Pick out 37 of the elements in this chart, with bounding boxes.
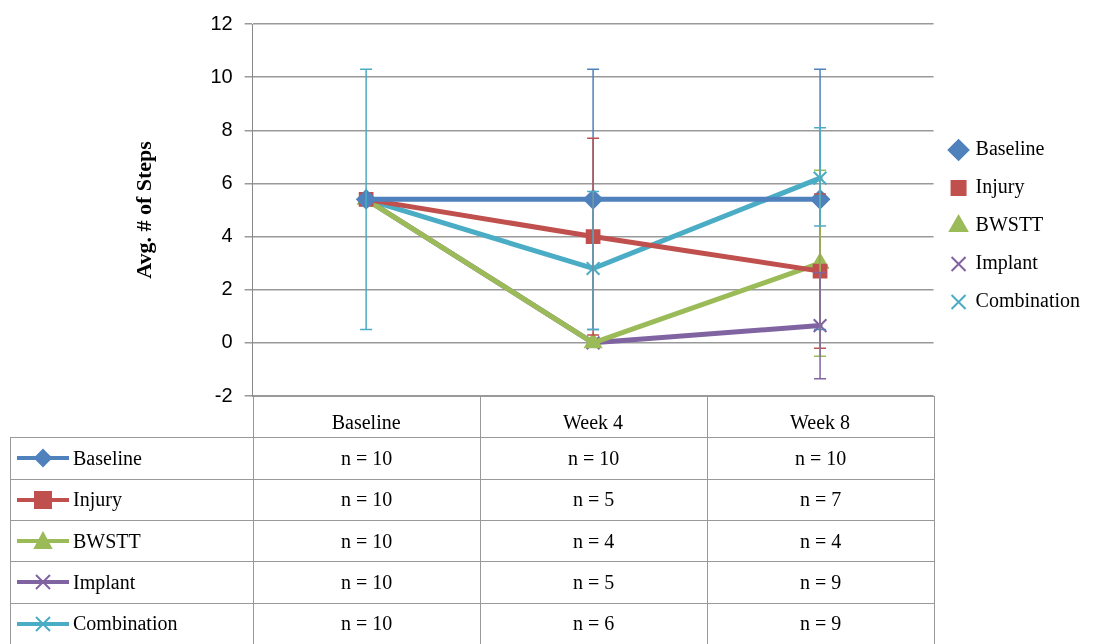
y-tick-label: 8	[221, 117, 233, 140]
legend-label: Combination	[975, 289, 1081, 312]
text: n = 10	[706, 437, 935, 480]
text: n = 10	[252, 437, 481, 480]
text: n = 7	[706, 478, 935, 521]
y-tick-label: 12	[210, 11, 233, 34]
y-axis-title: Avg. # of Steps	[130, 140, 156, 279]
text: n = 10	[252, 520, 481, 563]
text: n = 4	[479, 520, 708, 563]
text: Baseline	[73, 446, 142, 469]
x-tick-label: Baseline	[331, 411, 401, 434]
y-tick-label: 6	[221, 170, 233, 193]
y-tick-label: 10	[210, 64, 233, 87]
text: n = 10	[252, 602, 481, 644]
y-tick-label: 2	[221, 277, 233, 300]
text: n = 5	[479, 478, 708, 521]
y-tick-label: -2	[214, 383, 233, 406]
y-tick-label: 0	[221, 330, 233, 353]
text: n = 10	[479, 437, 708, 480]
text: n = 10	[252, 561, 481, 604]
legend-label: Implant	[975, 251, 1039, 275]
x-tick-label: Week 8	[790, 411, 851, 434]
legend-label: Injury	[975, 175, 1025, 199]
text: BWSTT	[73, 529, 141, 552]
text: n = 10	[252, 478, 481, 521]
y-tick-label: 4	[221, 224, 233, 247]
text: n = 9	[706, 561, 935, 604]
text: n = 9	[706, 602, 935, 644]
text: Injury	[73, 488, 122, 511]
text: n = 5	[479, 561, 708, 604]
text: n = 4	[706, 520, 935, 563]
x-tick-label: Week 4	[563, 411, 624, 434]
legend-label: BWSTT	[975, 213, 1044, 236]
legend-label: Baseline	[975, 137, 1045, 160]
text: n = 6	[479, 602, 708, 644]
text: Combination	[73, 612, 178, 635]
text: Implant	[73, 570, 136, 593]
